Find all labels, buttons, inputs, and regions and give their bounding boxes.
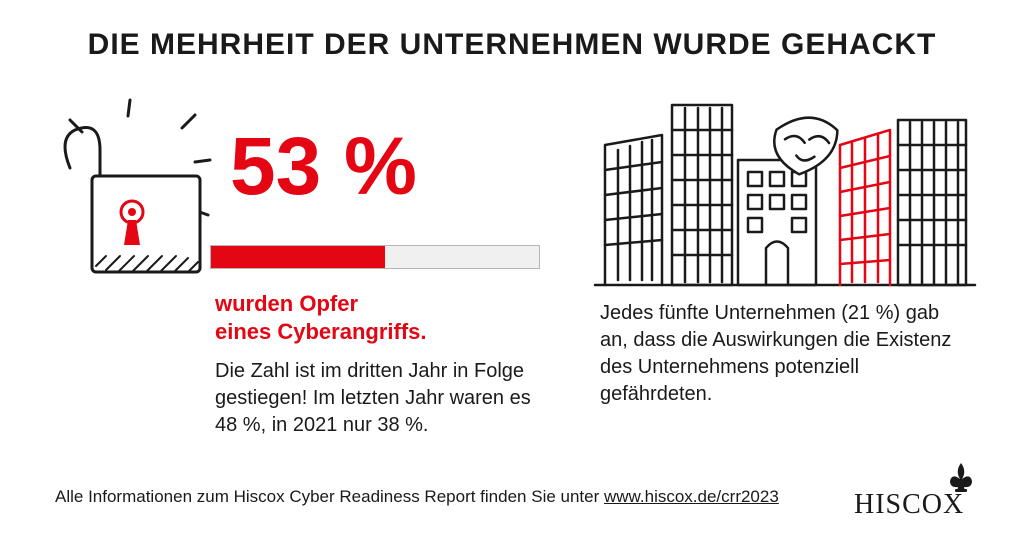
hiscox-logo: HISCOX (854, 461, 984, 517)
logo-text: HISCOX (854, 489, 964, 517)
sub-line1: wurden Opfer (215, 291, 358, 316)
right-body-text: Jedes fünfte Unternehmen (21 %) gab an, … (600, 300, 960, 408)
stat-value: 53 % (230, 120, 417, 214)
left-body-text: Die Zahl ist im dritten Jahr in Folge ge… (215, 358, 555, 439)
progress-bar (210, 245, 540, 269)
page-title: DIE MEHRHEIT DER UNTERNEHMEN WURDE GEHAC… (50, 28, 974, 62)
padlock-icon (60, 90, 220, 290)
stat-subheading: wurden Opfer eines Cyberangriffs. (215, 290, 427, 345)
sub-line2: eines Cyberangriffs. (215, 319, 427, 344)
buildings-icon (590, 90, 980, 290)
buildings-illustration (590, 90, 980, 290)
footer-text: Alle Informationen zum Hiscox Cyber Read… (55, 487, 779, 507)
footer-link[interactable]: www.hiscox.de/crr2023 (604, 487, 779, 506)
progress-fill (211, 246, 385, 268)
footer-prefix: Alle Informationen zum Hiscox Cyber Read… (55, 487, 604, 506)
padlock-illustration (60, 90, 220, 290)
